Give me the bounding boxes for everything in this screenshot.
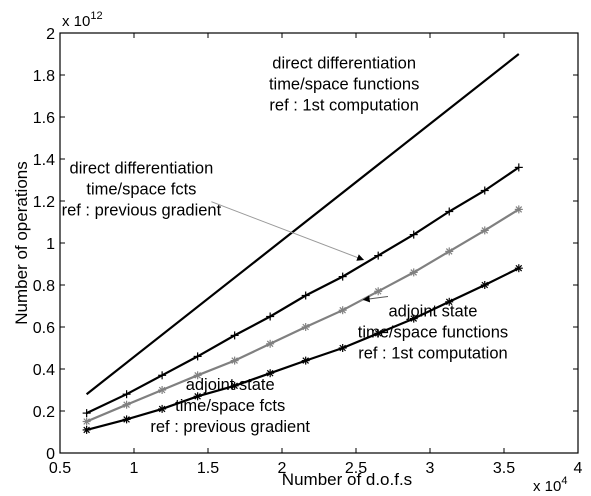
x-tick-label: 1 (130, 460, 139, 477)
x-tick-label: 2.5 (345, 460, 367, 477)
annotation-2-line-1: direct differentiation (70, 160, 214, 178)
y-tick-label: 0.8 (33, 278, 55, 295)
y-axis-label: Number of operations (12, 161, 31, 324)
plot-frame (59, 32, 579, 454)
series-4-point (409, 314, 418, 323)
series-2-point (158, 371, 167, 380)
series-2-point (122, 390, 131, 399)
series-4-point (158, 404, 167, 413)
x-tick-label: 4 (574, 460, 583, 477)
series-4-point (301, 356, 310, 365)
y-multiplier: x 1012 (62, 10, 103, 30)
annotation-1-line-2: time/space functions (269, 76, 419, 94)
series-3-point (266, 339, 275, 348)
series-3-point (158, 386, 167, 394)
series-2-point (193, 352, 202, 361)
y-tick-label: 0.4 (33, 362, 55, 379)
series-2-point (514, 163, 523, 172)
annotation-2-line-3: ref : previous gradient (62, 202, 222, 220)
series-3-point (82, 417, 91, 426)
x-tick-label: 2 (278, 460, 287, 477)
x-tick-label: 3 (426, 460, 435, 477)
y-tick-label: 1 (46, 236, 55, 253)
series-3-point (374, 287, 383, 296)
series-4-point (338, 344, 347, 352)
y-tick-label: 0.2 (33, 404, 55, 421)
series-2-point (374, 251, 383, 260)
series-3-point (230, 356, 239, 365)
x-tick-label: 1.5 (197, 460, 219, 477)
series-2-point (266, 312, 275, 321)
y-tick-label: 1.8 (33, 68, 55, 85)
series-2-point (301, 291, 310, 300)
series-2-point (409, 230, 418, 239)
y-tick-label: 0 (46, 446, 55, 463)
series-3-point (193, 371, 202, 380)
series-3-point (480, 226, 489, 235)
annotation-2-line-2: time/space fcts (86, 181, 196, 199)
annotation-4-line-1: adjoint state (186, 376, 275, 394)
annotation-1-line-3: ref : 1st computation (269, 97, 419, 115)
series-3-point (514, 205, 523, 214)
series-3-point (301, 323, 310, 331)
series-4-point (82, 425, 91, 434)
series-3-point (122, 400, 131, 409)
series-3-point (409, 268, 418, 277)
series-2-point (230, 331, 239, 340)
series-2-point (338, 272, 347, 281)
series-4-point (445, 297, 454, 306)
y-tick-label: 1.2 (33, 194, 55, 211)
series-4-point (514, 264, 523, 273)
annotation-4-line-2: time/space fcts (175, 397, 285, 415)
series-2-point (480, 186, 489, 195)
annotation-3-arrow (362, 295, 389, 303)
series-3-point (445, 247, 454, 256)
x-tick-label: 0.5 (49, 460, 71, 477)
annotation-1-line-1: direct differentiation (272, 55, 416, 73)
series-4-point (122, 415, 131, 424)
annotation-4-line-3: ref : previous gradient (150, 418, 310, 436)
series-2-point (82, 409, 91, 418)
series-4-point (480, 281, 489, 289)
series-4-point (266, 369, 275, 378)
annotation-3-line-2: time/space functions (358, 324, 508, 342)
series-1-line (85, 53, 520, 396)
series-2-point (445, 207, 454, 216)
x-multiplier: x 104 (533, 475, 567, 495)
series-3-point (338, 306, 347, 315)
series-4-point (374, 329, 383, 338)
series-4-point (193, 392, 202, 401)
annotation-2-arrow (211, 201, 365, 261)
x-axis-label: Number of d.o.f.s (282, 470, 412, 489)
annotation-3-line-3: ref : 1st computation (358, 345, 508, 363)
y-tick-label: 2 (46, 26, 55, 43)
annotation-3-line-1: adjoint state (388, 303, 477, 321)
x-tick-label: 3.5 (493, 460, 515, 477)
y-tick-label: 1.4 (33, 152, 55, 169)
y-tick-label: 1.6 (33, 110, 55, 127)
series-4-point (230, 381, 239, 390)
y-tick-label: 0.6 (33, 320, 55, 337)
